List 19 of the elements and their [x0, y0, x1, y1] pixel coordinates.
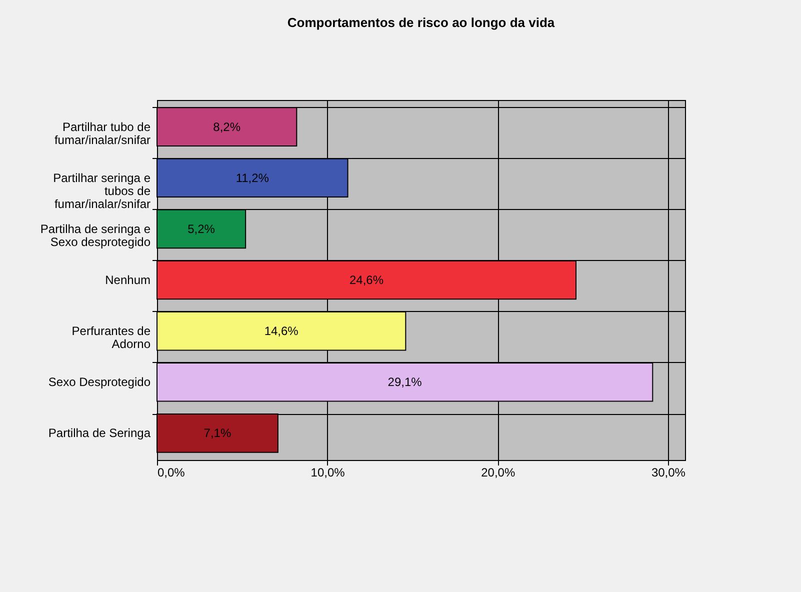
x-tick-label: 10,0%	[310, 466, 346, 480]
x-tick-label: 30,0%	[651, 466, 686, 480]
y-tick-label: Perfurantes de Adorno	[72, 324, 151, 352]
data-label: 24,6%	[349, 273, 384, 287]
y-tick-label: Sexo Desprotegido	[48, 375, 151, 390]
data-label: 7,1%	[204, 426, 232, 440]
y-tick-label: Partilhar tubo de fumar/inalar/snifar	[54, 120, 151, 147]
y-tick-label: Partilha de seringa e Sexo desprotegido	[40, 222, 151, 249]
y-tick-label: Partilhar seringa e tubos de fumar/inalar/snifar	[53, 170, 151, 211]
data-label: 14,6%	[264, 324, 299, 338]
chart-title: Comportamentos de risco ao longo da vida	[287, 15, 556, 30]
data-label: 11,2%	[236, 170, 270, 185]
data-label: 8,2%	[213, 120, 241, 134]
y-tick-label: Partilha de Seringa	[48, 426, 151, 440]
data-label: 5,2%	[188, 222, 216, 236]
x-tick-label: 20,0%	[481, 466, 516, 480]
y-tick-label: Nenhum	[105, 273, 150, 287]
data-label: 29,1%	[388, 375, 422, 390]
x-tick-label: 0,0%	[158, 466, 186, 480]
